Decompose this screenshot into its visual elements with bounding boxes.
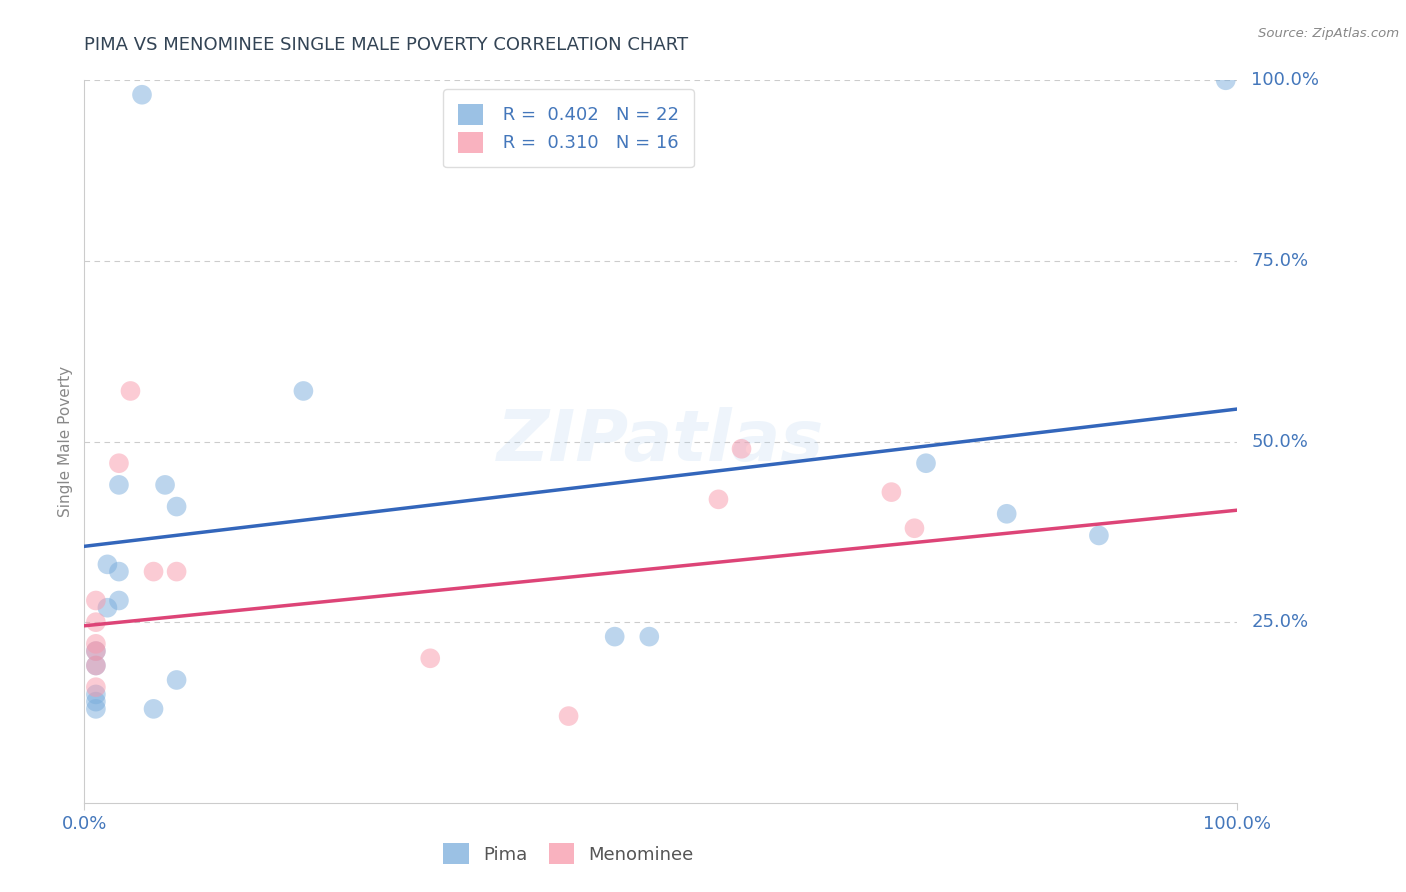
Point: [120, 384, 142, 398]
Point: [1088, 528, 1111, 542]
Text: ZIPatlas: ZIPatlas: [498, 407, 824, 476]
Point: [84, 637, 107, 651]
Point: [84, 644, 107, 658]
Point: [142, 702, 165, 716]
Point: [166, 673, 188, 687]
Point: [903, 521, 925, 535]
Point: [603, 630, 626, 644]
Point: [84, 687, 107, 701]
Point: [557, 709, 579, 723]
Point: [292, 384, 315, 398]
Point: [419, 651, 441, 665]
Point: [131, 87, 153, 102]
Text: 50.0%: 50.0%: [1251, 433, 1308, 450]
Point: [84, 658, 107, 673]
Legend: Pima, Menominee: Pima, Menominee: [434, 834, 703, 873]
Point: [995, 507, 1018, 521]
Point: [153, 478, 176, 492]
Point: [166, 500, 188, 514]
Point: [108, 565, 131, 579]
Point: [108, 456, 131, 470]
Text: 100.0%: 100.0%: [1251, 71, 1319, 89]
Point: [84, 695, 107, 709]
Point: [707, 492, 730, 507]
Point: [730, 442, 752, 456]
Point: [84, 644, 107, 658]
Text: 25.0%: 25.0%: [1251, 613, 1309, 632]
Point: [96, 558, 118, 572]
Point: [84, 658, 107, 673]
Point: [84, 680, 107, 694]
Text: 75.0%: 75.0%: [1251, 252, 1309, 270]
Point: [880, 485, 903, 500]
Point: [84, 702, 107, 716]
Y-axis label: Single Male Poverty: Single Male Poverty: [58, 366, 73, 517]
Point: [166, 565, 188, 579]
Point: [96, 600, 118, 615]
Point: [108, 478, 131, 492]
Point: [142, 565, 165, 579]
Point: [1215, 73, 1237, 87]
Point: [638, 630, 661, 644]
Point: [84, 615, 107, 630]
Point: [915, 456, 938, 470]
Text: Source: ZipAtlas.com: Source: ZipAtlas.com: [1258, 27, 1399, 40]
Point: [108, 593, 131, 607]
Point: [84, 593, 107, 607]
Text: PIMA VS MENOMINEE SINGLE MALE POVERTY CORRELATION CHART: PIMA VS MENOMINEE SINGLE MALE POVERTY CO…: [84, 36, 689, 54]
